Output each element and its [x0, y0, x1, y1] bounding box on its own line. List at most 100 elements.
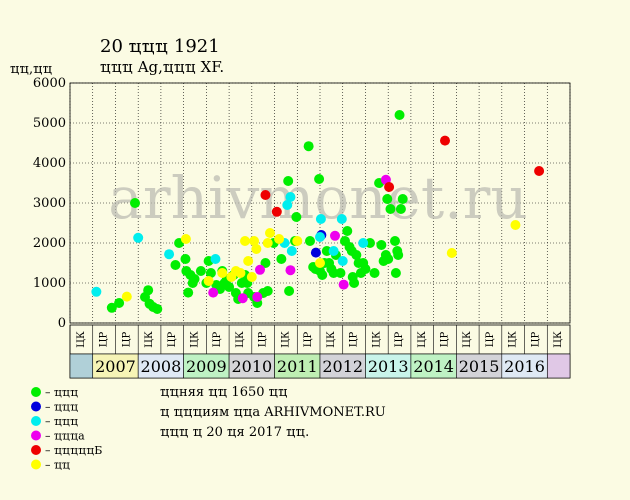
data-point	[397, 194, 408, 204]
x-half-label: ЦК	[76, 331, 87, 348]
x-year-label: 2007	[95, 357, 136, 376]
x-year-label: 2014	[413, 357, 454, 376]
x-half-label: ЦР	[167, 332, 178, 348]
data-point	[164, 249, 175, 260]
data-point	[317, 270, 328, 280]
data-point	[189, 274, 200, 284]
data-point	[446, 248, 457, 258]
data-point	[282, 200, 293, 210]
data-point	[315, 214, 326, 224]
legend-marker	[31, 416, 41, 426]
data-point	[237, 293, 248, 304]
x-half-label: ЦК	[190, 331, 201, 348]
data-point	[384, 182, 395, 192]
legend-label: – ҵҵҵ	[45, 386, 78, 399]
y-tick-label: 3000	[33, 196, 66, 211]
x-year-label: 2013	[368, 357, 409, 376]
x-year-label: 2015	[459, 357, 500, 376]
legend-marker	[31, 430, 41, 441]
data-point	[262, 238, 273, 248]
y-tick-label: 6000	[33, 76, 66, 91]
x-year-cell	[183, 353, 230, 379]
legend-marker	[31, 401, 41, 412]
x-half-label: ЦК	[280, 331, 291, 348]
data-point	[180, 254, 191, 264]
x-half-label: ЦР	[303, 332, 314, 348]
x-year-label: 2009	[186, 357, 227, 376]
data-point	[310, 247, 321, 258]
x-half-label: ЦР	[212, 332, 223, 348]
data-point	[203, 276, 214, 286]
data-point	[210, 254, 221, 264]
data-point	[285, 192, 296, 202]
data-point	[251, 244, 262, 254]
x-year-cell	[319, 353, 366, 379]
data-point	[358, 238, 369, 248]
x-year-cell	[228, 353, 275, 379]
legend-label: – ҵҵ	[45, 459, 70, 472]
data-point	[91, 286, 102, 297]
data-point	[286, 246, 297, 256]
footnote-line: ҵҵҵ ҵ 20 ҵя 2017 ҵҵ.	[160, 425, 309, 440]
data-point	[180, 234, 191, 244]
x-year-cell	[456, 353, 503, 379]
data-point	[376, 240, 387, 250]
legend-label: – ҵҵҵҵҵБ	[45, 444, 102, 457]
footnote-line: ҵ ҵҵҵиям ҵҵa ARHIVMONET.RU	[160, 405, 386, 420]
x-year-cell	[274, 353, 321, 379]
data-point	[336, 214, 347, 224]
data-point	[106, 302, 117, 313]
legend-marker	[31, 445, 41, 455]
data-point	[394, 110, 405, 120]
data-point	[330, 230, 340, 241]
data-point	[246, 272, 257, 282]
data-point	[274, 234, 285, 244]
data-point	[143, 285, 154, 296]
legend-label: – ҵҵҵa	[45, 430, 85, 443]
data-point	[152, 304, 163, 314]
data-point	[360, 264, 371, 274]
chart-title: 20 ҵҵҵ 1921	[100, 36, 220, 57]
data-point	[249, 236, 260, 246]
data-point	[382, 194, 393, 204]
data-point	[235, 268, 246, 278]
x-year-label: 2011	[277, 357, 318, 376]
data-point	[260, 190, 271, 200]
x-half-label: ЦК	[371, 331, 382, 348]
y-axis-label: ҵҵ,ҵҵ	[10, 62, 52, 77]
x-half-label: ЦР	[485, 332, 496, 348]
x-half-label: ЦК	[553, 331, 564, 348]
x-edge-cell-right	[546, 353, 571, 379]
data-point	[342, 226, 353, 236]
data-point	[252, 292, 263, 302]
data-point	[260, 258, 271, 268]
data-point	[285, 265, 296, 276]
data-point	[303, 141, 314, 152]
chart-subtitle: ҵҵҵ Ag,ҵҵҵ XF.	[100, 58, 224, 76]
data-point	[349, 278, 360, 288]
data-point	[114, 298, 125, 308]
x-half-label: ЦР	[394, 332, 405, 348]
data-point	[351, 250, 362, 260]
data-point	[390, 236, 400, 246]
data-point	[291, 212, 302, 222]
x-half-label: ЦК	[462, 331, 473, 348]
x-half-label: ЦК	[235, 331, 246, 348]
data-point	[393, 250, 404, 260]
data-point	[170, 260, 181, 270]
data-point	[133, 232, 144, 243]
data-point	[440, 135, 450, 146]
data-point	[390, 268, 401, 278]
x-half-label: ЦР	[349, 332, 360, 348]
legend-marker	[31, 459, 41, 470]
data-point	[335, 268, 346, 278]
data-point	[314, 174, 325, 184]
legend-label: – ҵҵҵ	[45, 401, 78, 414]
x-half-label: ЦК	[417, 331, 428, 348]
data-point	[183, 287, 194, 298]
data-point	[271, 206, 282, 217]
data-point	[208, 287, 219, 298]
data-point	[385, 204, 396, 214]
data-point	[315, 232, 325, 242]
